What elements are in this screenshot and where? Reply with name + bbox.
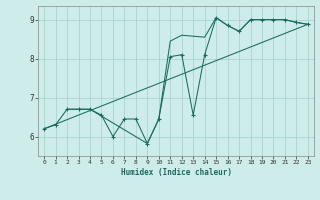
- X-axis label: Humidex (Indice chaleur): Humidex (Indice chaleur): [121, 168, 231, 177]
